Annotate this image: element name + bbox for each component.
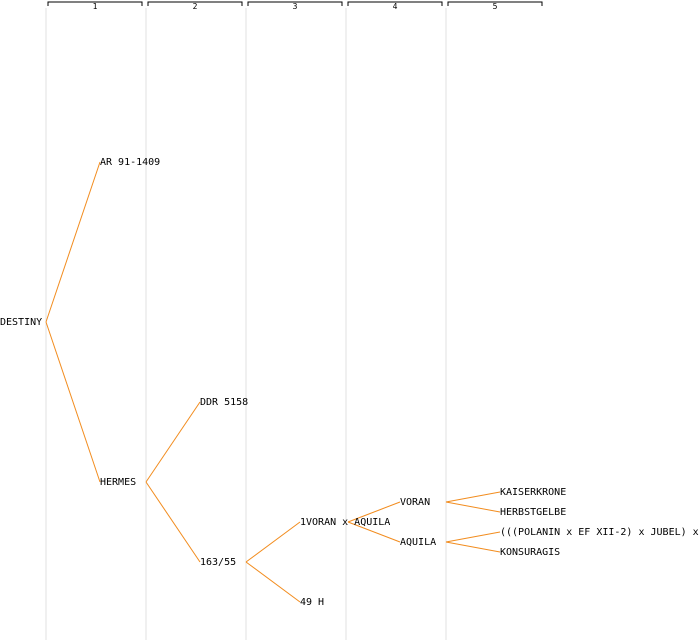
generation-number: 5 <box>493 2 498 11</box>
generation-bracket-3 <box>247 1 343 6</box>
edge-n2-n3 <box>145 401 201 483</box>
edge-n8-n12 <box>445 541 501 553</box>
generation-bracket-4 <box>347 1 443 6</box>
edge-n7-n9 <box>445 491 501 503</box>
generation-number: 1 <box>93 2 98 11</box>
node-label[interactable]: AQUILA <box>400 537 436 548</box>
node-label[interactable]: AR 91-1409 <box>100 157 160 168</box>
edge-n0-n1 <box>45 161 101 323</box>
edge-n8-n11 <box>445 531 501 543</box>
generation-number: 2 <box>193 2 198 11</box>
node-label[interactable]: (((POLANIN x EF XII-2) x JUBEL) x <box>500 527 699 538</box>
node-label[interactable]: KONSURAGIS <box>500 547 560 558</box>
edge-n7-n10 <box>445 501 501 513</box>
node-label[interactable]: HERBSTGELBE <box>500 507 566 518</box>
generation-column-lines <box>45 8 447 640</box>
node-label[interactable]: DDR 5158 <box>200 397 248 408</box>
edge-n0-n2 <box>45 321 101 483</box>
edge-n5-n8 <box>347 521 401 543</box>
node-label[interactable]: HERMES <box>100 477 136 488</box>
node-label[interactable]: DESTINY <box>0 317 42 328</box>
node-label[interactable]: VORAN <box>400 497 430 508</box>
generation-bracket-2 <box>147 1 243 6</box>
node-label[interactable]: 163/55 <box>200 557 236 568</box>
node-label[interactable]: 1VORAN x AQUILA <box>300 517 390 528</box>
edge-n5-n7 <box>347 501 401 523</box>
generation-bracket-1 <box>47 1 143 6</box>
tree-edges <box>45 161 501 603</box>
generation-header: 1 2 3 4 5 <box>47 1 543 11</box>
edge-n4-n6 <box>245 561 301 603</box>
generation-bracket-5 <box>447 1 543 6</box>
edge-n4-n5 <box>245 521 301 563</box>
generation-number: 4 <box>393 2 398 11</box>
generation-number: 3 <box>293 2 298 11</box>
tree-nodes: DESTINY AR 91-1409 HERMES DDR 5158 163/55 1VO… <box>0 157 699 608</box>
node-label[interactable]: KAISERKRONE <box>500 487 566 498</box>
edge-n2-n4 <box>145 481 201 563</box>
node-label[interactable]: 49 H <box>300 597 324 608</box>
